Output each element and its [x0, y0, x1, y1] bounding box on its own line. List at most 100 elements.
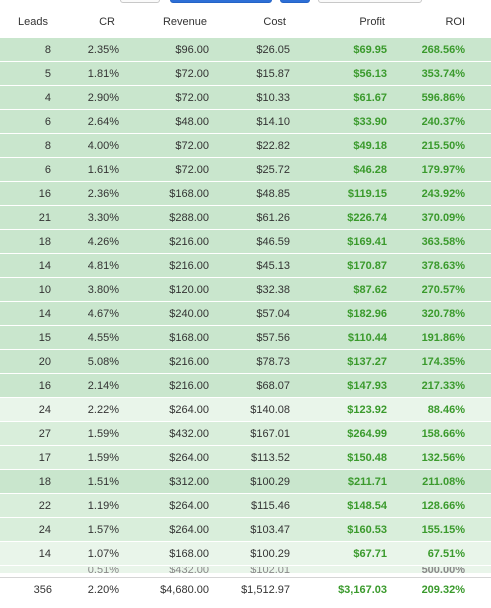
- table-row[interactable]: 24 1.57% $264.00 $103.47 $160.53 155.15%: [0, 517, 491, 542]
- cell-cr: 1.59%: [60, 421, 125, 446]
- table-row[interactable]: 16 2.36% $168.00 $48.85 $119.15 243.92%: [0, 181, 491, 206]
- table-row[interactable]: 6 1.61% $72.00 $25.72 $46.28 179.97%: [0, 157, 491, 182]
- cell-revenue: $72.00: [125, 85, 217, 110]
- cell-cost: $78.73: [217, 349, 301, 374]
- cell-roi: 128.66%: [395, 493, 491, 518]
- cell-profit: $148.54: [301, 493, 395, 518]
- cell-roi: 596.86%: [395, 85, 491, 110]
- cell-revenue: $96.00: [125, 37, 217, 62]
- cell-roi: 191.86%: [395, 325, 491, 350]
- column-header-profit[interactable]: Profit: [301, 7, 395, 38]
- table-row[interactable]: 24 2.22% $264.00 $140.08 $123.92 88.46%: [0, 397, 491, 422]
- cell-revenue: $216.00: [125, 253, 217, 278]
- column-header-cost[interactable]: Cost: [217, 7, 301, 38]
- cell-cr: 0.51%: [60, 565, 125, 573]
- cell-cr-text: 0.51%: [87, 566, 119, 573]
- table-row[interactable]: 6 2.64% $48.00 $14.10 $33.90 240.37%: [0, 109, 491, 134]
- cell-leads: 15: [0, 325, 60, 350]
- table-row[interactable]: 8 2.35% $96.00 $26.05 $69.95 268.56%: [0, 37, 491, 62]
- cell-roi: 158.66%: [395, 421, 491, 446]
- cell-profit: $119.15: [301, 181, 395, 206]
- table-row[interactable]: 17 1.59% $264.00 $113.52 $150.48 132.56%: [0, 445, 491, 470]
- table-body: 8 2.35% $96.00 $26.05 $69.95 268.56% 5 1.81% $72…: [0, 37, 491, 573]
- total-cost: $1,512.97: [217, 578, 301, 601]
- stats-table: Leads CR Revenue Cost Profit ROI 8 2.35% $…: [0, 7, 491, 573]
- table-row[interactable]: 20 5.08% $216.00 $78.73 $137.27 174.35%: [0, 349, 491, 374]
- cell-revenue: $264.00: [125, 445, 217, 470]
- toolbar-button[interactable]: [120, 0, 160, 3]
- cell-cost: $14.10: [217, 109, 301, 134]
- cell-revenue: $432.00: [125, 565, 217, 573]
- cell-profit: [301, 565, 395, 573]
- cell-cost: $68.07: [217, 373, 301, 398]
- column-header-leads[interactable]: Leads: [0, 7, 60, 38]
- table-row-partial[interactable]: 0.51% $432.00 $102.01 500.00%: [0, 565, 491, 573]
- cell-profit: $264.99: [301, 421, 395, 446]
- table-row[interactable]: 18 1.51% $312.00 $100.29 $211.71 211.08%: [0, 469, 491, 494]
- table-row[interactable]: 14 1.07% $168.00 $100.29 $67.71 67.51%: [0, 541, 491, 566]
- cell-profit: $211.71: [301, 469, 395, 494]
- cell-revenue: $168.00: [125, 541, 217, 566]
- cell-cr: 2.36%: [60, 181, 125, 206]
- cell-roi: 215.50%: [395, 133, 491, 158]
- cell-revenue: $72.00: [125, 61, 217, 86]
- toolbar-button-primary[interactable]: [170, 0, 272, 3]
- cell-leads: 14: [0, 301, 60, 326]
- cell-profit: $147.93: [301, 373, 395, 398]
- cell-roi: 67.51%: [395, 541, 491, 566]
- table-row[interactable]: 10 3.80% $120.00 $32.38 $87.62 270.57%: [0, 277, 491, 302]
- cell-revenue: $264.00: [125, 397, 217, 422]
- cell-revenue: $432.00: [125, 421, 217, 446]
- cell-profit: $110.44: [301, 325, 395, 350]
- cell-roi: 240.37%: [395, 109, 491, 134]
- cell-revenue: $264.00: [125, 493, 217, 518]
- cell-profit: $56.13: [301, 61, 395, 86]
- cell-leads: 14: [0, 253, 60, 278]
- cell-leads: 8: [0, 37, 60, 62]
- column-header-revenue[interactable]: Revenue: [125, 7, 217, 38]
- cell-leads: 16: [0, 181, 60, 206]
- table-row[interactable]: 14 4.81% $216.00 $45.13 $170.87 378.63%: [0, 253, 491, 278]
- table-row[interactable]: 5 1.81% $72.00 $15.87 $56.13 353.74%: [0, 61, 491, 86]
- cell-roi: 88.46%: [395, 397, 491, 422]
- table-row[interactable]: 18 4.26% $216.00 $46.59 $169.41 363.58%: [0, 229, 491, 254]
- cell-cost: $48.85: [217, 181, 301, 206]
- table-row[interactable]: 8 4.00% $72.00 $22.82 $49.18 215.50%: [0, 133, 491, 158]
- toolbar-button-primary[interactable]: [280, 0, 310, 3]
- cell-revenue: $72.00: [125, 133, 217, 158]
- table-row[interactable]: 14 4.67% $240.00 $57.04 $182.96 320.78%: [0, 301, 491, 326]
- cell-cr: 2.64%: [60, 109, 125, 134]
- cell-revenue: $216.00: [125, 229, 217, 254]
- column-header-roi[interactable]: ROI: [395, 7, 491, 38]
- total-revenue: $4,680.00: [125, 578, 217, 601]
- cell-cr: 4.26%: [60, 229, 125, 254]
- cell-leads: 6: [0, 109, 60, 134]
- table-row[interactable]: 21 3.30% $288.00 $61.26 $226.74 370.09%: [0, 205, 491, 230]
- cell-cr: 1.19%: [60, 493, 125, 518]
- cell-cr: 1.57%: [60, 517, 125, 542]
- cell-roi: 179.97%: [395, 157, 491, 182]
- cell-cost: $113.52: [217, 445, 301, 470]
- cell-cost: $10.33: [217, 85, 301, 110]
- cell-roi: 211.08%: [395, 469, 491, 494]
- table-row[interactable]: 4 2.90% $72.00 $10.33 $61.67 596.86%: [0, 85, 491, 110]
- table-row[interactable]: 27 1.59% $432.00 $167.01 $264.99 158.66%: [0, 421, 491, 446]
- column-header-cr[interactable]: CR: [60, 7, 125, 38]
- cell-roi: 268.56%: [395, 37, 491, 62]
- cell-profit: $67.71: [301, 541, 395, 566]
- toolbar-button[interactable]: [318, 0, 422, 3]
- table-row[interactable]: 16 2.14% $216.00 $68.07 $147.93 217.33%: [0, 373, 491, 398]
- table-row[interactable]: 22 1.19% $264.00 $115.46 $148.54 128.66%: [0, 493, 491, 518]
- cell-revenue: $168.00: [125, 325, 217, 350]
- cell-profit: $61.67: [301, 85, 395, 110]
- cell-profit: $226.74: [301, 205, 395, 230]
- table-row[interactable]: 15 4.55% $168.00 $57.56 $110.44 191.86%: [0, 325, 491, 350]
- cell-leads: 17: [0, 445, 60, 470]
- cell-leads: 18: [0, 469, 60, 494]
- cell-cost: $61.26: [217, 205, 301, 230]
- cell-profit: $182.96: [301, 301, 395, 326]
- cell-roi: 353.74%: [395, 61, 491, 86]
- cell-leads: 22: [0, 493, 60, 518]
- cell-cr: 1.81%: [60, 61, 125, 86]
